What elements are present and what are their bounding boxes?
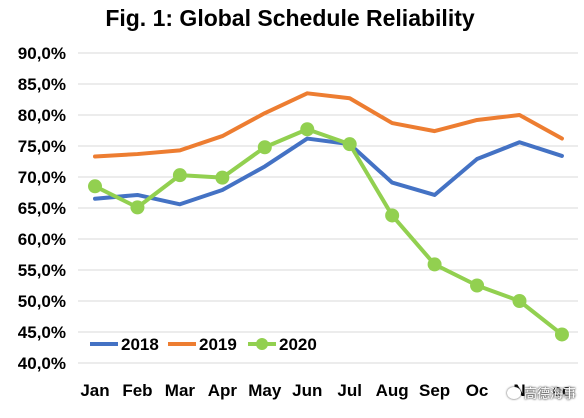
x-tick-label: Sep <box>419 381 450 400</box>
y-tick-label: 60,0% <box>18 230 66 249</box>
y-tick-label: 55,0% <box>18 261 66 280</box>
data-point-2020 <box>130 200 145 215</box>
x-tick-label: Mar <box>165 381 196 400</box>
y-tick-label: 75,0% <box>18 137 66 156</box>
y-tick-label: 80,0% <box>18 106 66 125</box>
data-point-2020 <box>470 278 485 293</box>
x-tick-label: Oc <box>466 381 489 400</box>
legend-label-2020: 2020 <box>279 335 317 354</box>
legend-marker-2020 <box>256 338 268 350</box>
x-tick-label: Aug <box>376 381 409 400</box>
legend-label-2019: 2019 <box>199 335 237 354</box>
x-tick-label: Feb <box>122 381 152 400</box>
data-point-2020 <box>215 170 230 185</box>
data-point-2020 <box>512 294 527 308</box>
x-tick-label: Apr <box>208 381 238 400</box>
y-tick-label: 45,0% <box>18 323 66 342</box>
legend-label-2018: 2018 <box>121 335 159 354</box>
x-tick-label: Jun <box>292 381 322 400</box>
y-tick-label: 85,0% <box>18 75 66 94</box>
series-lines <box>88 91 569 342</box>
y-tick-label: 40,0% <box>18 354 66 373</box>
x-tick-label: ec <box>552 381 571 400</box>
data-point-2020 <box>257 140 272 155</box>
y-tick-label: 65,0% <box>18 199 66 218</box>
y-tick-label: 70,0% <box>18 168 66 187</box>
data-point-2020 <box>554 327 569 342</box>
watermark: 高德海事 <box>506 383 576 402</box>
wechat-icon <box>506 386 521 399</box>
watermark-text: 高德海事 <box>523 387 576 402</box>
x-tick-label: May <box>248 381 282 400</box>
series-line-2019 <box>93 91 564 159</box>
series-line-2020 <box>93 127 564 337</box>
x-axis-ticks: JanFebMarAprMayJunJulAugSepOcNec <box>80 381 571 400</box>
grid-lines <box>78 52 578 364</box>
data-point-2020 <box>88 179 102 194</box>
data-point-2020 <box>300 122 315 137</box>
chart-title: Fig. 1: Global Schedule Reliability <box>105 5 475 31</box>
data-point-2020 <box>172 168 187 183</box>
legend: 2018 2019 2020 <box>90 335 317 354</box>
data-point-2020 <box>427 257 442 272</box>
data-point-2020 <box>385 208 400 223</box>
y-tick-label: 50,0% <box>18 292 66 311</box>
y-tick-label: 90,0% <box>18 44 66 63</box>
series-line-2018 <box>93 136 564 207</box>
y-axis-ticks: 40,0% 45,0% 50,0% 55,0% 60,0% 65,0% 70,0% 75,0%… <box>18 44 66 373</box>
data-point-2020 <box>342 137 357 152</box>
x-tick-label: Jul <box>337 381 362 400</box>
x-tick-label: Jan <box>80 381 109 400</box>
